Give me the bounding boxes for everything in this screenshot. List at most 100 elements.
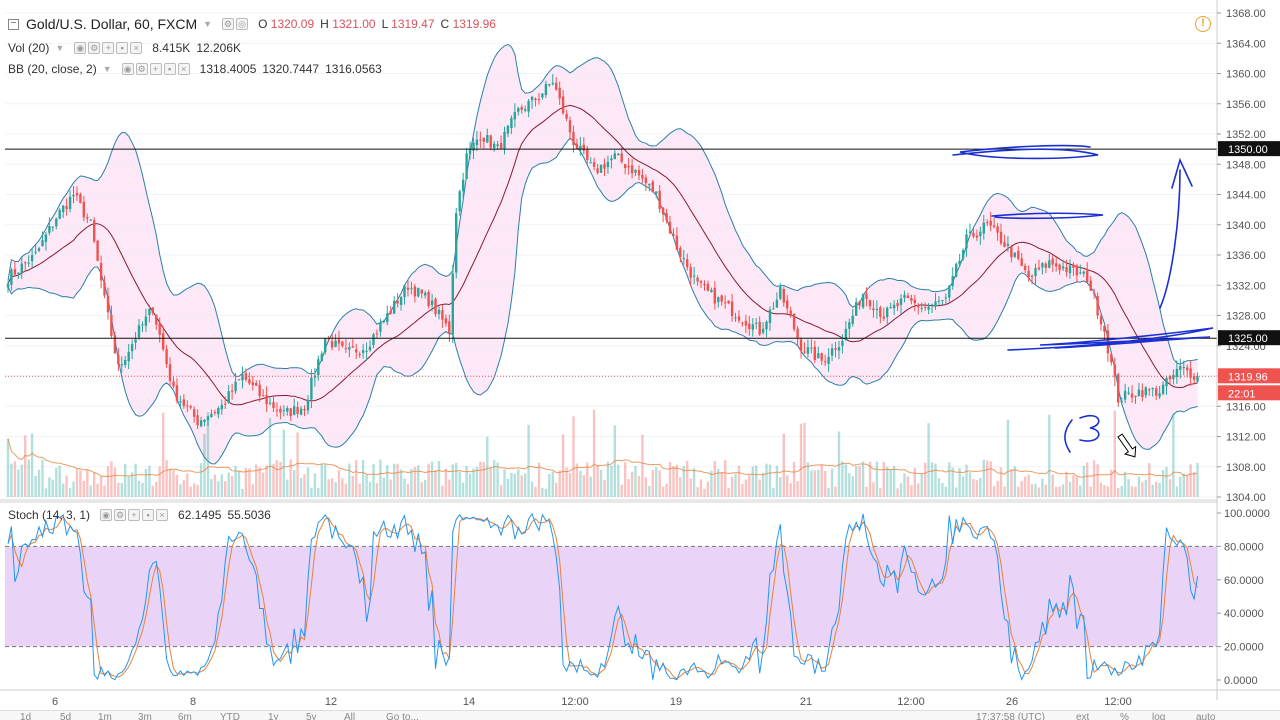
add-icon[interactable]: + <box>102 42 115 54</box>
candle-body <box>582 144 585 151</box>
volume-caret-icon[interactable]: ▼ <box>55 43 65 53</box>
candle-body <box>51 226 54 228</box>
scale-option-button[interactable]: log <box>1152 712 1166 720</box>
candle-body <box>199 420 203 427</box>
volume-bar <box>303 474 306 497</box>
interval-button[interactable]: 1y <box>268 712 279 720</box>
eye-icon[interactable]: ◉ <box>74 42 87 54</box>
candle-body <box>1127 392 1130 394</box>
interval-button[interactable]: All <box>344 712 356 720</box>
scale-option-button[interactable]: ext <box>1076 712 1090 720</box>
volume-bar <box>458 471 461 497</box>
volume-bar <box>1003 486 1006 497</box>
volume-bar <box>10 463 13 497</box>
stochastic-legend: Stoch (14, 3, 1) ◉ ⚙ + ▪ × 62.1495 55.5036 <box>8 508 271 522</box>
eye-icon[interactable]: ◉ <box>121 63 134 75</box>
volume-bar <box>268 418 272 497</box>
interval-button[interactable]: Go to... <box>386 712 419 720</box>
hide-icon[interactable]: ◎ <box>236 18 249 30</box>
candle-body <box>906 295 910 298</box>
eye-icon[interactable]: ◉ <box>100 509 113 521</box>
volume-label[interactable]: Vol (20) <box>8 41 50 55</box>
more-icon[interactable]: ▪ <box>163 63 176 75</box>
candle-body <box>848 322 851 329</box>
time-tick-label: 26 <box>1006 696 1018 708</box>
bollinger-caret-icon[interactable]: ▼ <box>102 64 112 74</box>
more-icon[interactable]: ▪ <box>142 509 155 521</box>
close-icon[interactable]: × <box>177 63 190 75</box>
volume-bar <box>475 466 479 497</box>
add-icon[interactable]: + <box>149 63 162 75</box>
interval-button[interactable]: 6m <box>178 712 192 720</box>
volume-bar <box>341 478 344 497</box>
interval-button[interactable]: 1m <box>98 712 112 720</box>
volume-bar <box>568 472 572 497</box>
stochastic-label[interactable]: Stoch (14, 3, 1) <box>8 508 91 522</box>
close-icon[interactable]: × <box>156 509 169 521</box>
scale-option-button[interactable]: auto <box>1196 712 1216 720</box>
interval-button[interactable]: 3m <box>138 712 152 720</box>
candle-body <box>65 205 68 209</box>
volume-bars <box>6 409 1199 497</box>
symbol-title[interactable]: Gold/U.S. Dollar, 60, FXCM <box>26 16 198 32</box>
low-value: 1319.47 <box>391 17 435 31</box>
candle-body <box>572 131 575 146</box>
volume-bar <box>79 470 82 497</box>
candle-body <box>389 311 392 314</box>
candle-body <box>382 320 385 322</box>
settings-icon[interactable]: ⚙ <box>114 509 127 521</box>
interval-button[interactable]: 5y <box>306 712 317 720</box>
volume-bar <box>413 467 417 497</box>
settings-icon[interactable]: ⚙ <box>222 18 235 30</box>
scale-option-button[interactable]: % <box>1120 712 1129 720</box>
volume-bar <box>965 464 968 497</box>
candle-body <box>275 410 279 412</box>
volume-bar <box>834 486 837 497</box>
candle-body <box>734 317 737 319</box>
more-icon[interactable]: ▪ <box>116 42 129 54</box>
volume-bar <box>96 483 99 497</box>
volume-bar <box>255 464 258 497</box>
bollinger-lower-line <box>7 137 1198 465</box>
candle-body <box>961 250 965 259</box>
interval-button[interactable]: 1d <box>20 712 32 720</box>
volume-bar <box>930 462 934 497</box>
candle-body <box>520 107 523 110</box>
add-icon[interactable]: + <box>128 509 141 521</box>
stochastic-axis-labels: 100.0000 80.0000 60.0000 40.0000 20.0000 0.00… <box>1217 508 1270 687</box>
volume-bar <box>906 476 910 497</box>
symbol-legend: Gold/U.S. Dollar, 60, FXCM ▼ ⚙ ◎ O 1320.0… <box>26 16 496 32</box>
candle-body <box>282 410 285 412</box>
candle-body <box>768 309 772 323</box>
volume-bar <box>530 481 534 497</box>
volume-bar <box>975 480 979 497</box>
settings-icon[interactable]: ⚙ <box>135 63 148 75</box>
volume-bar <box>630 471 634 497</box>
candle-body <box>717 297 720 303</box>
volume-bar <box>430 461 434 497</box>
candle-body <box>220 404 223 410</box>
candle-body <box>872 308 875 311</box>
candle-body <box>713 287 716 304</box>
volume-bar <box>948 462 951 497</box>
volume-bar <box>220 474 223 497</box>
candle-body <box>555 82 558 90</box>
volume-bar <box>724 460 727 497</box>
candle-body <box>1037 267 1041 270</box>
level-1325-badge: 1325.00 <box>1228 333 1268 345</box>
volume-ma-line <box>7 438 1198 478</box>
collapse-legend-button[interactable]: − <box>8 19 19 30</box>
interval-button[interactable]: YTD <box>220 712 240 720</box>
volume-bar <box>24 435 27 497</box>
alert-clock-icon[interactable]: ! <box>1195 16 1211 32</box>
interval-button[interactable]: 5d <box>60 712 72 720</box>
close-icon[interactable]: × <box>130 42 143 54</box>
volume-bar <box>72 481 75 497</box>
bollinger-label[interactable]: BB (20, close, 2) <box>8 62 97 76</box>
candle-body <box>103 282 106 296</box>
settings-icon[interactable]: ⚙ <box>88 42 101 54</box>
volume-bar <box>537 462 541 497</box>
symbol-caret-icon[interactable]: ▼ <box>203 19 213 29</box>
volume-bar <box>658 470 661 497</box>
